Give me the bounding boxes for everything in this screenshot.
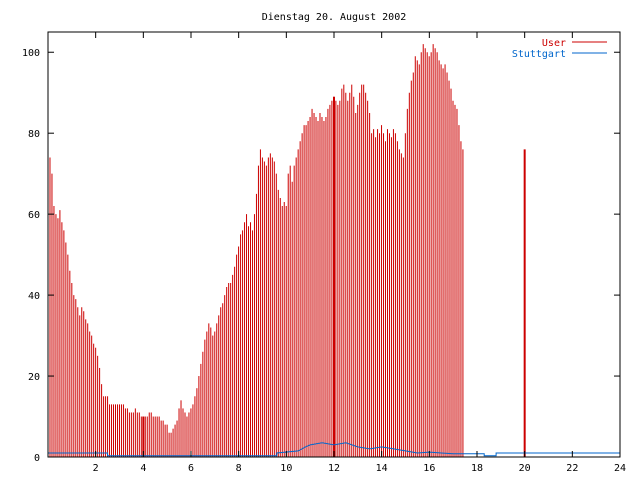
x-tick-label: 16 xyxy=(423,463,435,474)
legend-label: Stuttgart xyxy=(512,49,566,60)
x-tick-label: 24 xyxy=(614,463,626,474)
y-tick-label: 40 xyxy=(28,291,40,302)
x-tick-label: 8 xyxy=(236,463,242,474)
x-tick-label: 2 xyxy=(93,463,99,474)
chart-title: Dienstag 20. August 2002 xyxy=(262,12,407,23)
stuttgart-series xyxy=(48,442,620,457)
x-tick-label: 22 xyxy=(566,463,578,474)
x-tick-label: 18 xyxy=(471,463,483,474)
legend-label: User xyxy=(542,38,566,49)
x-axis: 2 4 6 8 10 12 14 16 18 20 22 24 xyxy=(93,32,626,474)
y-tick-label: 60 xyxy=(28,210,40,221)
user-series xyxy=(47,44,526,457)
y-axis: 0 20 40 60 80 100 xyxy=(22,48,620,464)
y-tick-label: 20 xyxy=(28,372,40,383)
y-tick-label: 80 xyxy=(28,129,40,140)
x-tick-label: 12 xyxy=(328,463,340,474)
x-tick-label: 14 xyxy=(376,463,388,474)
y-tick-label: 100 xyxy=(22,48,40,59)
stuttgart-line xyxy=(48,442,620,457)
x-tick-label: 6 xyxy=(188,463,194,474)
y-tick-label: 0 xyxy=(34,453,40,464)
x-tick-label: 10 xyxy=(280,463,292,474)
x-tick-label: 20 xyxy=(519,463,531,474)
x-tick-label: 4 xyxy=(140,463,146,474)
